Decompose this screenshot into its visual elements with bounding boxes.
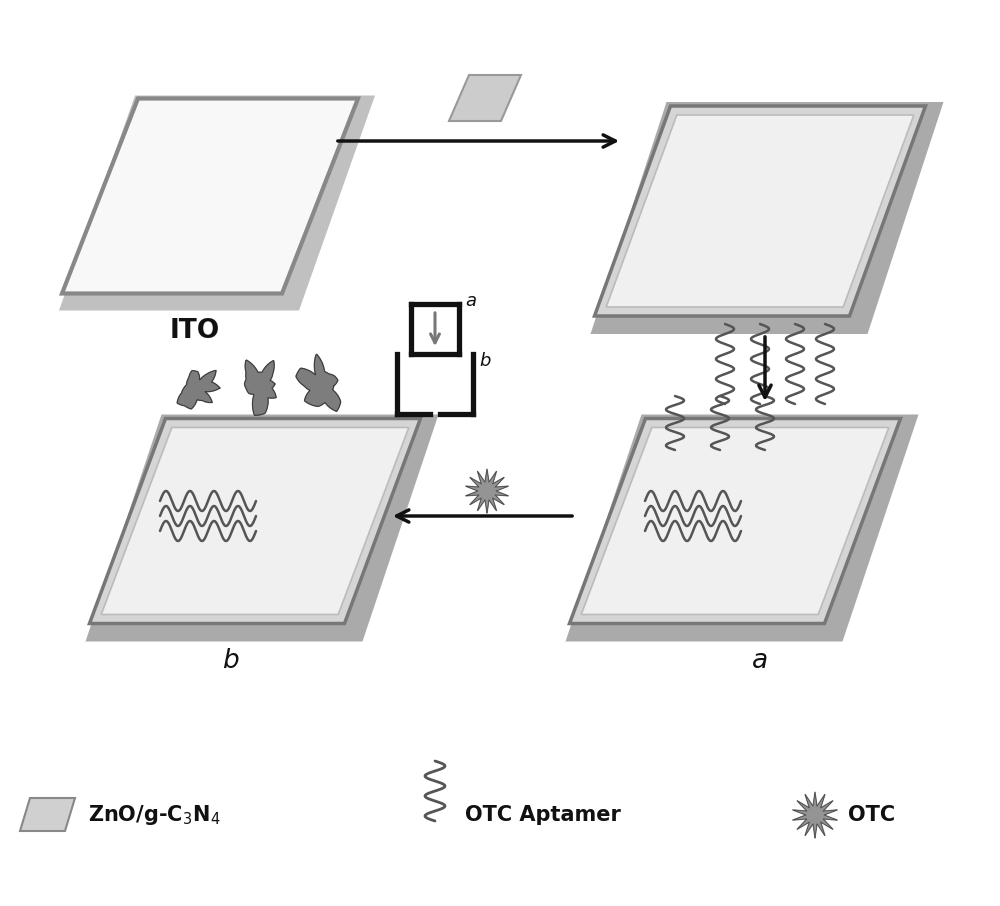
- Text: ITO: ITO: [170, 318, 220, 344]
- Polygon shape: [177, 371, 220, 409]
- Polygon shape: [85, 415, 438, 641]
- Text: a: a: [465, 292, 476, 310]
- Polygon shape: [59, 95, 375, 311]
- Polygon shape: [89, 419, 420, 623]
- Polygon shape: [793, 792, 837, 838]
- Polygon shape: [20, 798, 75, 831]
- Polygon shape: [606, 115, 914, 307]
- Polygon shape: [594, 106, 926, 316]
- Polygon shape: [590, 102, 944, 334]
- Polygon shape: [62, 99, 358, 294]
- Text: b: b: [222, 648, 238, 674]
- Text: a: a: [752, 648, 768, 674]
- Text: OTC: OTC: [848, 805, 895, 825]
- Text: OTC Aptamer: OTC Aptamer: [465, 805, 621, 825]
- Polygon shape: [466, 469, 508, 513]
- Polygon shape: [245, 360, 276, 416]
- Polygon shape: [101, 428, 409, 614]
- Text: ZnO/g-C$_3$N$_4$: ZnO/g-C$_3$N$_4$: [88, 803, 220, 827]
- Polygon shape: [569, 419, 901, 623]
- Polygon shape: [566, 415, 918, 641]
- Polygon shape: [581, 428, 889, 614]
- Text: b: b: [479, 352, 490, 370]
- Polygon shape: [449, 75, 521, 121]
- Polygon shape: [296, 354, 341, 411]
